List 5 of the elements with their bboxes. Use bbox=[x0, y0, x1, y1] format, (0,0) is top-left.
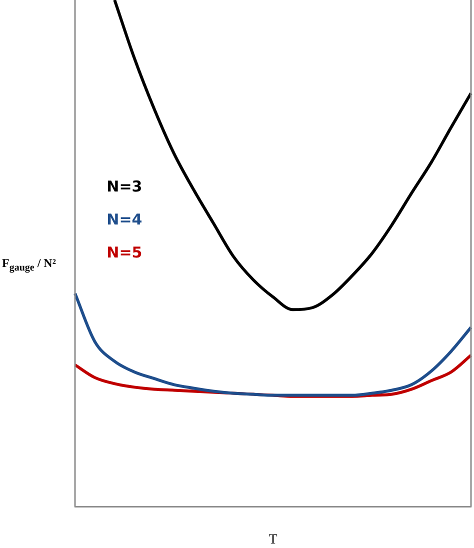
text: N=4 bbox=[106, 210, 142, 228]
text: N=5 bbox=[106, 243, 142, 262]
x-axis-title: T bbox=[268, 532, 278, 548]
text: N=3 bbox=[106, 177, 142, 196]
y-axis-title: F$_{gauge}$ / N² bbox=[2, 256, 56, 274]
